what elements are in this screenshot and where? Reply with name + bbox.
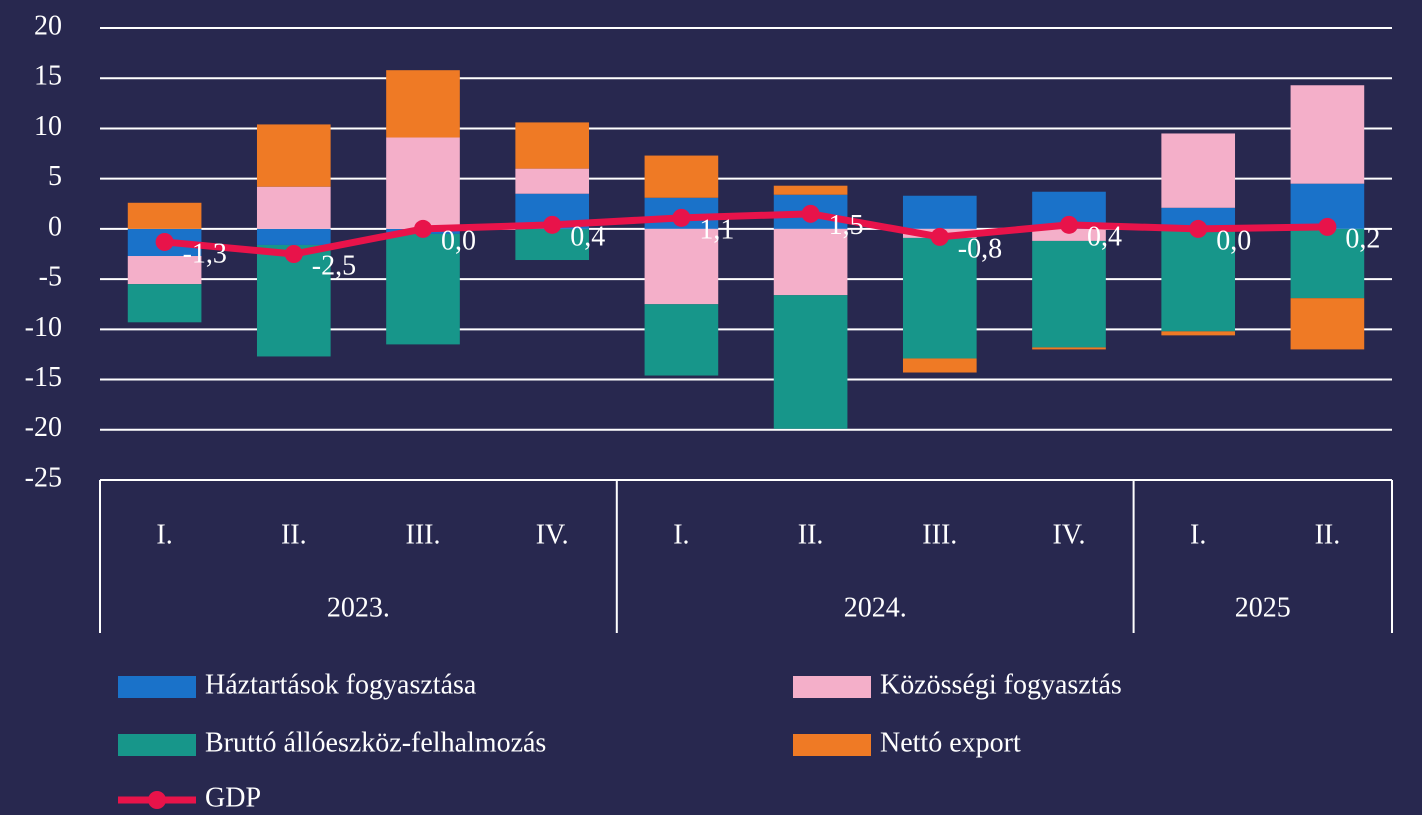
bar-segment (902, 237, 977, 359)
bar-segment (644, 228, 719, 305)
y-tick-label: 10 (34, 111, 62, 142)
bar-segment (256, 124, 331, 187)
legend-swatch (793, 734, 871, 756)
y-tick-label: 5 (48, 161, 62, 192)
legend-label: Háztartások fogyasztása (205, 669, 477, 700)
bar-segment (515, 122, 590, 169)
bar-segment (256, 244, 331, 357)
gdp-point (414, 219, 432, 238)
bar-segment (127, 256, 202, 285)
bar-segment (773, 295, 848, 429)
legend-swatch (118, 734, 196, 756)
gdp-point (1060, 215, 1078, 234)
x-tick-label: I. (1190, 519, 1206, 550)
data-label: 1,5 (829, 210, 864, 241)
data-label: 0,4 (1087, 221, 1122, 252)
data-label: 0,0 (441, 225, 476, 256)
x-tick-label: III. (922, 519, 957, 550)
data-label: 0,4 (570, 221, 605, 252)
legend-label: Nettó export (880, 727, 1021, 758)
y-tick-label: 20 (34, 10, 62, 41)
y-tick-label: -25 (25, 462, 62, 493)
bar-segment (386, 233, 460, 345)
data-label: -2,5 (312, 250, 356, 281)
bar-segment (1161, 331, 1236, 336)
bar-segment (1290, 228, 1365, 299)
gdp-point (930, 227, 949, 246)
x-tick-label: IV. (536, 519, 569, 550)
bar-segment (386, 70, 460, 138)
data-label: 1,1 (699, 214, 734, 245)
y-tick-label: 0 (48, 211, 62, 242)
bar-segment (1290, 85, 1365, 184)
bar-segment (644, 304, 719, 376)
y-tick-label: -15 (25, 362, 62, 393)
gdp-point (801, 204, 820, 223)
bar-segment (1161, 133, 1236, 208)
x-tick-label: III. (406, 519, 441, 550)
data-label: -0,8 (958, 233, 1002, 264)
bar-segment (127, 284, 202, 323)
bar-segment (773, 185, 848, 195)
bar-segment (1032, 228, 1106, 241)
data-label: -1,3 (183, 238, 227, 269)
bar-segment (644, 155, 719, 198)
gdp-point (1189, 219, 1208, 238)
bar-segment (386, 137, 460, 229)
x-group-label: 2023. (327, 592, 390, 623)
legend-swatch (793, 676, 871, 698)
bar-segment (515, 228, 590, 261)
x-tick-label: II. (1315, 519, 1341, 550)
gdp-point (672, 208, 691, 227)
x-tick-label: I. (673, 519, 689, 550)
legend-label: GDP (205, 782, 261, 813)
y-tick-label: -20 (25, 412, 62, 443)
x-tick-label: II. (798, 519, 824, 550)
bar-segment (902, 358, 977, 373)
bar-segment (1161, 207, 1236, 229)
x-group-label: 2024. (844, 592, 907, 623)
bar-segment (515, 168, 590, 194)
y-tick-label: 15 (34, 61, 62, 92)
bar-segment (127, 202, 202, 229)
bar-segment (256, 186, 331, 229)
x-tick-label: II. (281, 519, 307, 550)
legend-swatch-marker (148, 791, 166, 809)
x-group-label: 2025 (1235, 592, 1291, 623)
data-label: 0,2 (1345, 223, 1380, 254)
bar-segment (1032, 347, 1106, 350)
y-tick-label: -10 (25, 312, 62, 343)
bar-segment (902, 195, 977, 229)
gdp-line (164, 210, 1328, 258)
bar-segment (1290, 298, 1365, 350)
y-tick-label: -5 (39, 262, 62, 293)
gdp-point (543, 215, 562, 234)
bar-segment (256, 228, 331, 245)
x-tick-label: I. (156, 519, 172, 550)
gdp-point (155, 232, 174, 251)
legend-swatch (118, 676, 196, 698)
bar-segment (1032, 240, 1106, 348)
gdp-point (1318, 217, 1337, 236)
x-tick-label: IV. (1053, 519, 1086, 550)
legend-label: Közösségi fogyasztás (880, 669, 1122, 700)
gdp-point (284, 245, 303, 263)
legend-label: Bruttó állóeszköz-felhalmozás (205, 727, 546, 758)
bar-segment (773, 228, 848, 296)
data-label: 0,0 (1216, 225, 1251, 256)
bar-segment (1161, 228, 1236, 332)
